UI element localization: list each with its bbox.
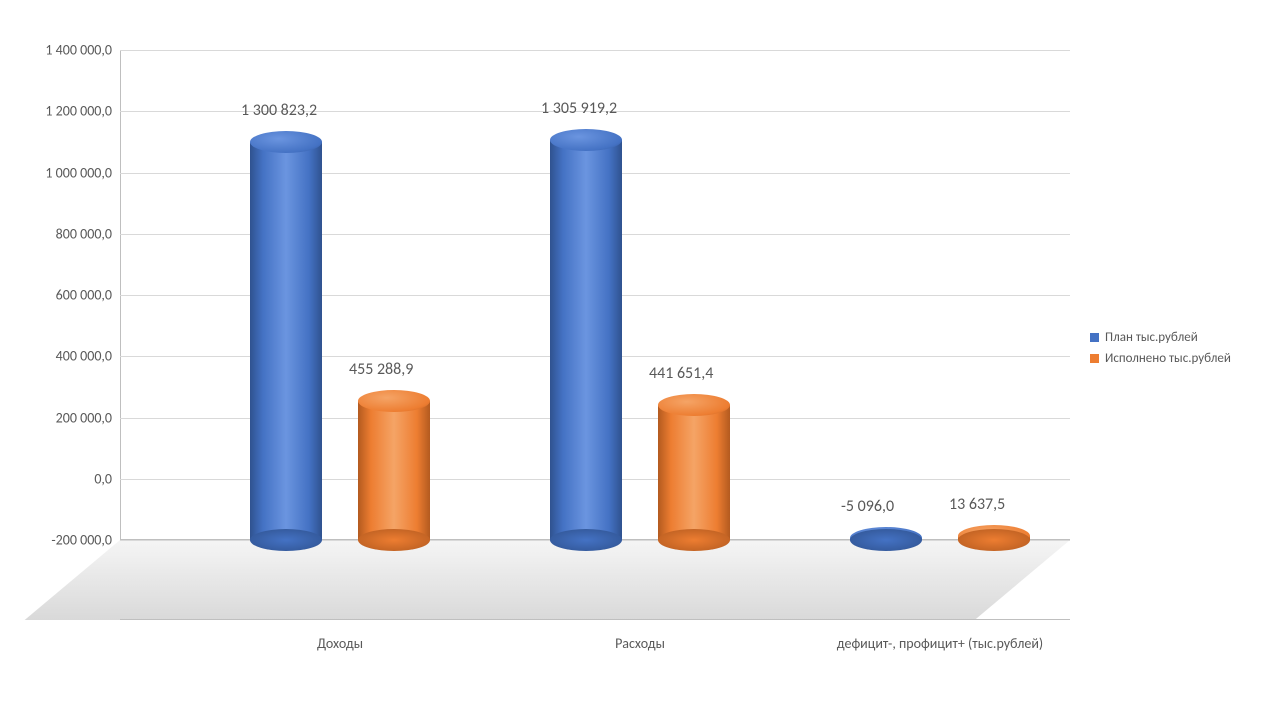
ytick-label: 600 000,0 (22, 287, 112, 304)
xtick-label: дефицит-, профицит+ (тыс.рублей) (830, 635, 1050, 652)
data-label: -5 096,0 (841, 497, 894, 516)
ytick-label: -200 000,0 (22, 532, 112, 549)
legend-swatch-exec (1090, 354, 1099, 363)
legend-label-exec: Исполнено тыс.рублей (1105, 351, 1231, 366)
ytick-label: 200 000,0 (22, 409, 112, 426)
plot-area: ДоходыРасходыдефицит-, профицит+ (тыс.ру… (120, 50, 1070, 620)
budget-chart: Доходы Расходы дефицит-, профицит+ (тыс.ру… (20, 30, 1080, 700)
xtick-label: Доходы (230, 635, 450, 652)
ytick-label: 1 400 000,0 (22, 42, 112, 59)
ytick-label: 400 000,0 (22, 348, 112, 365)
legend-item-exec: Исполнено тыс.рублей (1090, 351, 1231, 366)
data-label: 13 637,5 (949, 495, 1005, 514)
ytick-label: 1 000 000,0 (22, 164, 112, 181)
legend-label-plan: План тыс.рублей (1105, 330, 1198, 345)
xtick-label: Расходы (530, 635, 750, 652)
legend-item-plan: План тыс.рублей (1090, 330, 1231, 345)
data-label: 455 288,9 (349, 360, 413, 379)
data-label: 1 300 823,2 (241, 101, 317, 120)
legend-swatch-plan (1090, 333, 1099, 342)
chart-floor (25, 540, 1070, 620)
data-label: 441 651,4 (649, 364, 713, 383)
ytick-label: 1 200 000,0 (22, 103, 112, 120)
data-label: 1 305 919,2 (541, 99, 617, 118)
ytick-label: 800 000,0 (22, 225, 112, 242)
ytick-label: 0,0 (22, 470, 112, 487)
legend: План тыс.рублей Исполнено тыс.рублей (1090, 330, 1231, 372)
